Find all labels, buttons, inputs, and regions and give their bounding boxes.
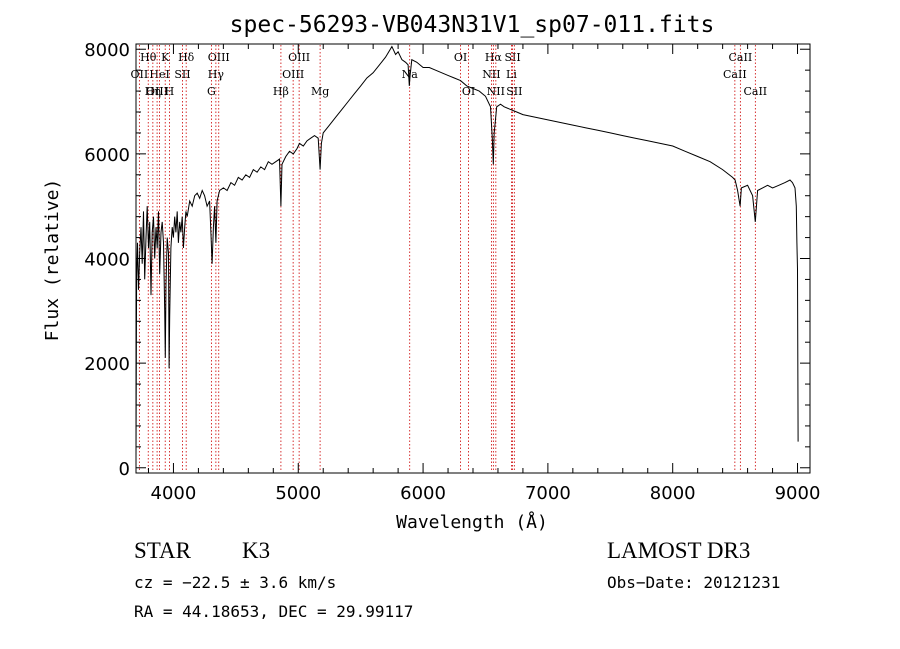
marker-label-21: G [207, 85, 216, 98]
axis-ticks: 4000 5000 6000 7000 8000 9000 0 2000 4000 6000 800… [84, 40, 820, 504]
x-tick-label: 6000 [400, 483, 446, 504]
x-tick-label: 8000 [650, 483, 696, 504]
marker-label-11: SII [174, 68, 190, 81]
y-tick-label: 6000 [84, 145, 130, 166]
x-tick-label: 9000 [775, 483, 821, 504]
marker-label-13: OIII [282, 68, 304, 81]
object-class: STAR [134, 538, 191, 563]
marker-label-18: OIII [146, 85, 168, 98]
plot-frame [135, 43, 811, 474]
y-tick-label: 8000 [84, 40, 130, 61]
x-tick-label: 5000 [275, 483, 321, 504]
chart-title: spec-56293-VB043N31V1_sp07-011.fits [230, 12, 715, 38]
marker-label-16: Li [506, 68, 517, 81]
y-axis-label: Flux (relative) [42, 179, 63, 342]
y-tick-label: 4000 [84, 250, 130, 271]
marker-label-17: CaII [723, 68, 747, 81]
marker-label-25: NII [487, 85, 505, 98]
marker-label-10: HeI [149, 68, 169, 81]
marker-label-5: OI [454, 51, 467, 64]
marker-label-0: Hθ [140, 51, 157, 64]
marker-label-12: Hγ [208, 68, 225, 81]
x-tick-label: 7000 [525, 483, 571, 504]
flux-series-line [135, 45, 799, 458]
marker-label-1: K [161, 51, 170, 64]
marker-label-22: Hβ [273, 85, 289, 98]
observation-date: Obs−Date: 20121231 [607, 573, 781, 592]
marker-label-23: Mg [311, 85, 329, 98]
marker-label-4: OIII [288, 51, 310, 64]
marker-label-27: CaII [743, 85, 767, 98]
marker-label-7: SII [504, 51, 520, 64]
redshift-value: cz = −22.5 ± 3.6 km/s [134, 573, 337, 592]
survey-name: LAMOST DR3 [607, 538, 751, 563]
marker-label-19: Hη [145, 85, 161, 98]
marker-label-20: H [165, 85, 175, 98]
marker-label-26: SII [506, 85, 522, 98]
marker-label-2: Hδ [178, 51, 195, 64]
y-tick-label: 0 [119, 459, 130, 480]
x-axis-label: Wavelength (Å) [396, 511, 548, 533]
x-tick-label: 4000 [151, 483, 197, 504]
marker-label-9: OII [131, 68, 149, 81]
marker-label-8: CaII [729, 51, 753, 64]
object-subclass: K3 [242, 538, 271, 563]
marker-label-3: OIII [208, 51, 230, 64]
marker-label-15: NII [482, 68, 500, 81]
marker-label-6: Hα [485, 51, 503, 64]
y-tick-label: 2000 [84, 354, 130, 375]
coordinates: RA = 44.18653, DEC = 29.99117 [134, 602, 414, 621]
